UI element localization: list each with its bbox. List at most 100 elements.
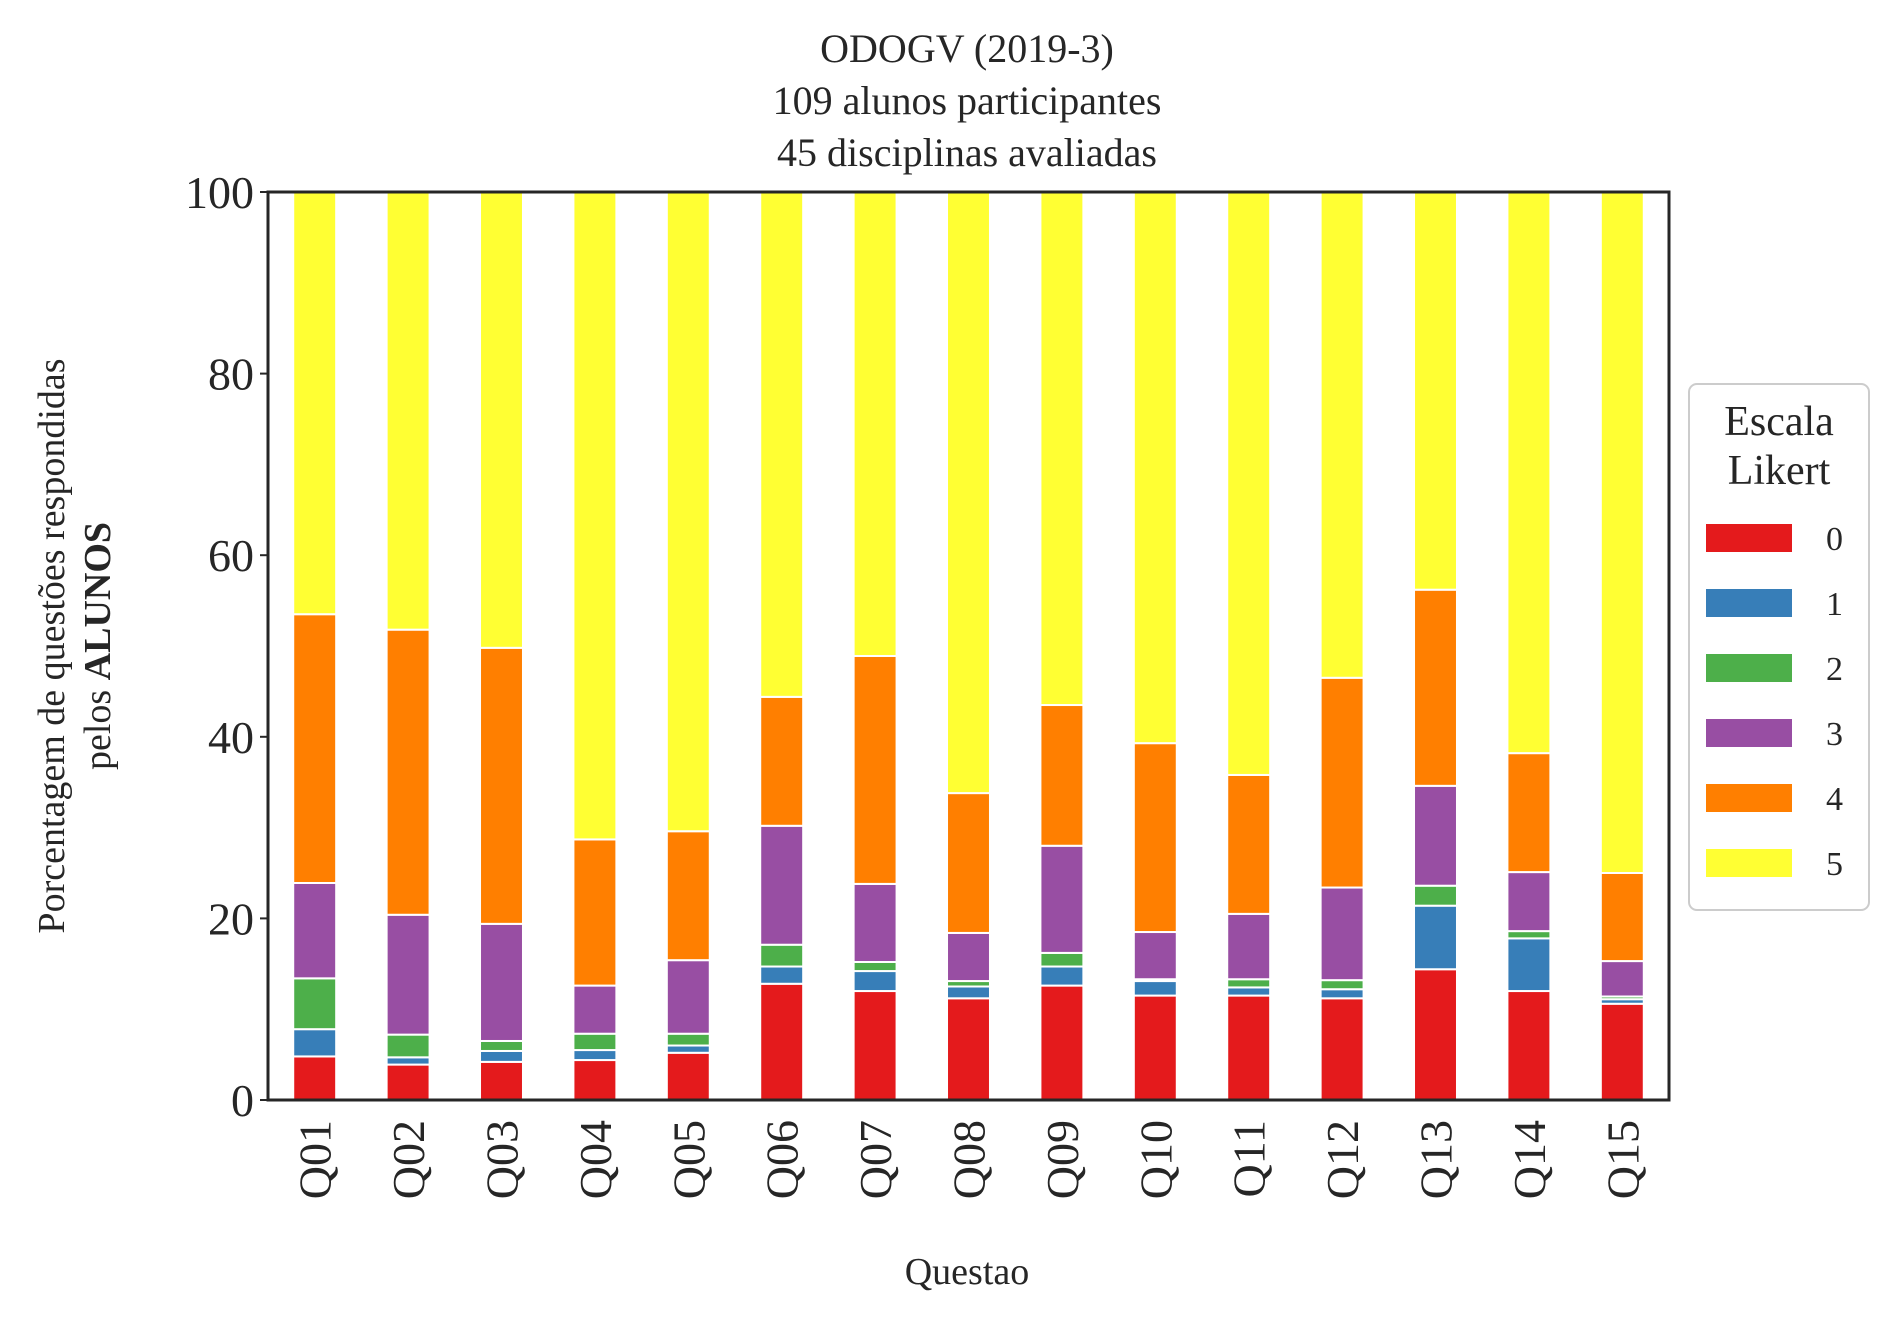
legend-swatch-1 bbox=[1706, 589, 1792, 617]
bar-q06-likert-5 bbox=[759, 191, 805, 698]
legend: Escala Likert 0 1 2 3 4 5 bbox=[1688, 383, 1870, 911]
bar-q13-likert-1 bbox=[1413, 904, 1458, 971]
x-tick-label-q02: Q02 bbox=[383, 1120, 434, 1199]
bar-q04-likert-1 bbox=[572, 1049, 618, 1062]
legend-swatch-5 bbox=[1706, 849, 1792, 877]
bar-q15-likert-4 bbox=[1599, 872, 1645, 963]
title-line-2: 109 alunos participantes bbox=[773, 78, 1162, 123]
bar-q05-likert-1 bbox=[665, 1044, 711, 1054]
bar-q07-likert-2 bbox=[852, 960, 898, 973]
y-tick-label-20: 20 bbox=[208, 893, 254, 944]
y-axis-label-line-1: Porcentagem de questões respondidas bbox=[31, 358, 73, 933]
bar-q12-likert-1 bbox=[1319, 988, 1365, 1000]
bar-q06-likert-3 bbox=[759, 824, 805, 946]
bar-q06-likert-0 bbox=[759, 982, 805, 1102]
bar-q10-likert-4 bbox=[1132, 742, 1178, 934]
legend-title-line-2: Likert bbox=[1728, 448, 1831, 494]
x-tick-label-q10: Q10 bbox=[1130, 1120, 1181, 1199]
bar-q04-likert-0 bbox=[572, 1059, 618, 1102]
bar-q06-likert-1 bbox=[759, 965, 805, 985]
x-tick-label-q01: Q01 bbox=[290, 1120, 341, 1199]
bar-q01-likert-2 bbox=[292, 977, 338, 1031]
bar-q04-likert-4 bbox=[572, 838, 618, 987]
bar-q01-likert-5 bbox=[292, 191, 338, 616]
bar-q11-likert-3 bbox=[1226, 912, 1272, 981]
legend-label-1: 1 bbox=[1826, 586, 1843, 623]
bar-q03-likert-3 bbox=[479, 922, 524, 1042]
bar-q13-likert-5 bbox=[1413, 191, 1458, 591]
bar-q08-likert-1 bbox=[946, 985, 991, 1000]
bar-q01-likert-3 bbox=[292, 881, 338, 980]
bar-q03-likert-0 bbox=[479, 1060, 524, 1101]
x-tick-label-q04: Q04 bbox=[570, 1120, 621, 1199]
legend-label-3: 3 bbox=[1826, 716, 1843, 753]
bar-q10-likert-0 bbox=[1132, 994, 1178, 1102]
bar-q15-likert-5 bbox=[1599, 191, 1645, 874]
x-tick-label-q09: Q09 bbox=[1037, 1120, 1088, 1199]
title-line-1: ODOGV (2019-3) bbox=[820, 26, 1114, 71]
bar-q13-likert-3 bbox=[1413, 784, 1458, 887]
x-tick-label-q07: Q07 bbox=[850, 1120, 901, 1199]
bar-q07-likert-0 bbox=[852, 990, 898, 1101]
y-tick-label-40: 40 bbox=[208, 712, 254, 763]
x-axis-label: Questao bbox=[905, 1251, 1030, 1293]
bar-q06-likert-2 bbox=[759, 943, 805, 968]
bar-q02-likert-1 bbox=[385, 1056, 431, 1066]
y-ticks: 0 20 40 60 80 100 bbox=[185, 167, 268, 1126]
x-tick-label-q14: Q14 bbox=[1504, 1120, 1555, 1199]
bar-q15-likert-3 bbox=[1599, 960, 1645, 998]
bars bbox=[292, 191, 1645, 1102]
y-tick-label-100: 100 bbox=[185, 167, 254, 218]
x-tick-label-q03: Q03 bbox=[477, 1120, 528, 1199]
bar-q05-likert-0 bbox=[665, 1051, 711, 1102]
x-tick-label-q15: Q15 bbox=[1597, 1120, 1648, 1199]
bar-q09-likert-4 bbox=[1039, 704, 1085, 847]
bar-q09-likert-5 bbox=[1039, 191, 1085, 707]
legend-label-4: 4 bbox=[1826, 781, 1843, 818]
bar-q02-likert-0 bbox=[385, 1063, 431, 1101]
bar-q14-likert-2 bbox=[1506, 930, 1552, 940]
bar-q14-likert-4 bbox=[1506, 752, 1552, 874]
bar-q08-likert-3 bbox=[946, 931, 991, 983]
y-axis-label-bold: ALUNOS bbox=[77, 522, 119, 680]
bar-q14-likert-3 bbox=[1506, 871, 1552, 933]
bar-q09-likert-2 bbox=[1039, 951, 1085, 968]
bar-q02-likert-5 bbox=[385, 191, 431, 631]
bar-q08-likert-4 bbox=[946, 792, 991, 934]
bar-q04-likert-5 bbox=[572, 191, 618, 841]
bar-q07-likert-5 bbox=[852, 191, 898, 657]
legend-title-line-1: Escala bbox=[1724, 399, 1834, 445]
bar-q07-likert-1 bbox=[852, 970, 898, 993]
y-axis-label-line-2: pelos ALUNOS bbox=[77, 522, 119, 770]
bar-q11-likert-1 bbox=[1226, 986, 1272, 997]
legend-label-2: 2 bbox=[1826, 651, 1843, 688]
x-ticks: Q01 Q02 Q03 Q04 Q05 Q06 Q07 Q08 Q09 Q10 Q11 Q12 Q13 Q… bbox=[290, 1120, 1649, 1199]
bar-q13-likert-0 bbox=[1413, 968, 1458, 1101]
x-tick-label-q08: Q08 bbox=[944, 1120, 995, 1199]
bar-q04-likert-3 bbox=[572, 984, 618, 1035]
bar-q14-likert-5 bbox=[1506, 191, 1552, 755]
bar-q11-likert-4 bbox=[1226, 773, 1272, 915]
bar-q09-likert-0 bbox=[1039, 984, 1085, 1102]
bar-q10-likert-1 bbox=[1132, 980, 1178, 997]
bar-q03-likert-1 bbox=[479, 1049, 524, 1063]
x-tick-label-q05: Q05 bbox=[663, 1120, 714, 1199]
bar-q02-likert-3 bbox=[385, 913, 431, 1036]
legend-swatch-2 bbox=[1706, 654, 1792, 682]
bar-q09-likert-1 bbox=[1039, 965, 1085, 987]
bar-q14-likert-1 bbox=[1506, 937, 1552, 993]
bar-q03-likert-5 bbox=[479, 191, 524, 649]
x-tick-label-q06: Q06 bbox=[757, 1120, 808, 1199]
bar-q02-likert-2 bbox=[385, 1033, 431, 1059]
bar-q11-likert-2 bbox=[1226, 978, 1272, 989]
y-tick-label-60: 60 bbox=[208, 530, 254, 581]
bar-q08-likert-5 bbox=[946, 191, 991, 795]
bar-q03-likert-2 bbox=[479, 1039, 524, 1052]
bar-q12-likert-5 bbox=[1319, 191, 1365, 679]
x-tick-label-q13: Q13 bbox=[1411, 1120, 1462, 1199]
bar-q12-likert-3 bbox=[1319, 886, 1365, 982]
y-tick-label-80: 80 bbox=[208, 349, 254, 400]
bar-q01-likert-1 bbox=[292, 1028, 338, 1058]
y-axis-label: Porcentagem de questões respondidas pelo… bbox=[31, 358, 119, 933]
